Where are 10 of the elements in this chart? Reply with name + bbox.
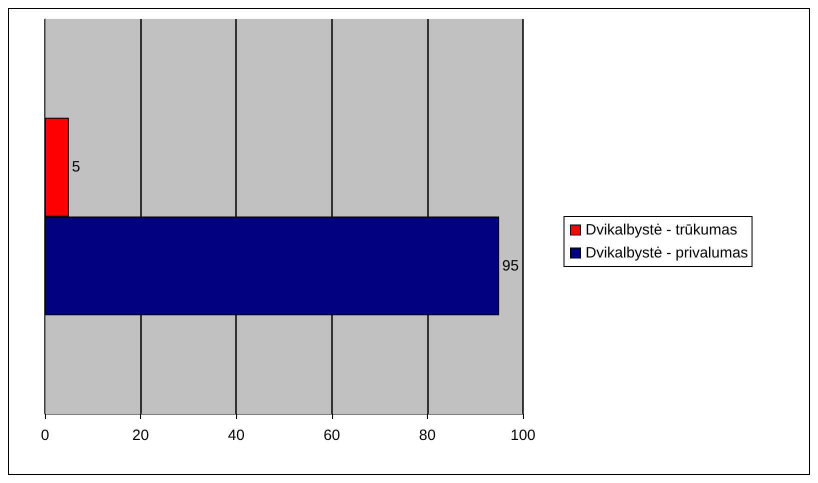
x-tick-label: 20 [132,427,149,444]
x-tick-label: 0 [40,427,50,444]
x-tick-label: 60 [323,427,340,444]
legend-label: Dvikalbystė - privalumas [586,244,748,262]
x-tick-label: 80 [419,427,436,444]
legend-label: Dvikalbystė - trūkumas [586,222,738,238]
data-label: 5 [72,158,80,176]
x-tick-label: 40 [228,427,245,444]
data-label: 95 [502,257,519,274]
x-tick-label: 100 [510,427,536,444]
